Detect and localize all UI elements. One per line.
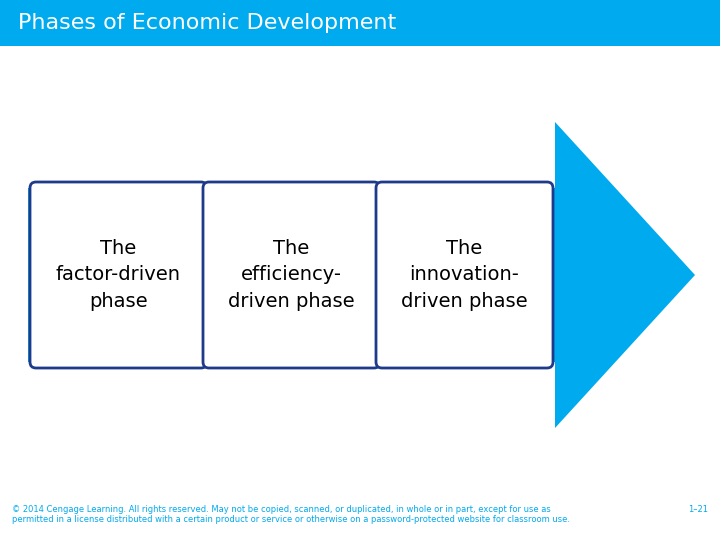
FancyBboxPatch shape (30, 182, 207, 368)
Bar (0, 0, 720, 46)
Polygon shape (28, 122, 695, 428)
FancyBboxPatch shape (376, 182, 553, 368)
Text: © 2014 Cengage Learning. All rights reserved. May not be copied, scanned, or dup: © 2014 Cengage Learning. All rights rese… (12, 505, 570, 524)
Text: 1–21: 1–21 (688, 505, 708, 514)
Text: The
efficiency-
driven phase: The efficiency- driven phase (228, 239, 355, 311)
Text: Phases of Economic Development: Phases of Economic Development (18, 13, 396, 33)
FancyBboxPatch shape (203, 182, 380, 368)
Text: The
factor-driven
phase: The factor-driven phase (56, 239, 181, 311)
Text: The
innovation-
driven phase: The innovation- driven phase (401, 239, 528, 311)
